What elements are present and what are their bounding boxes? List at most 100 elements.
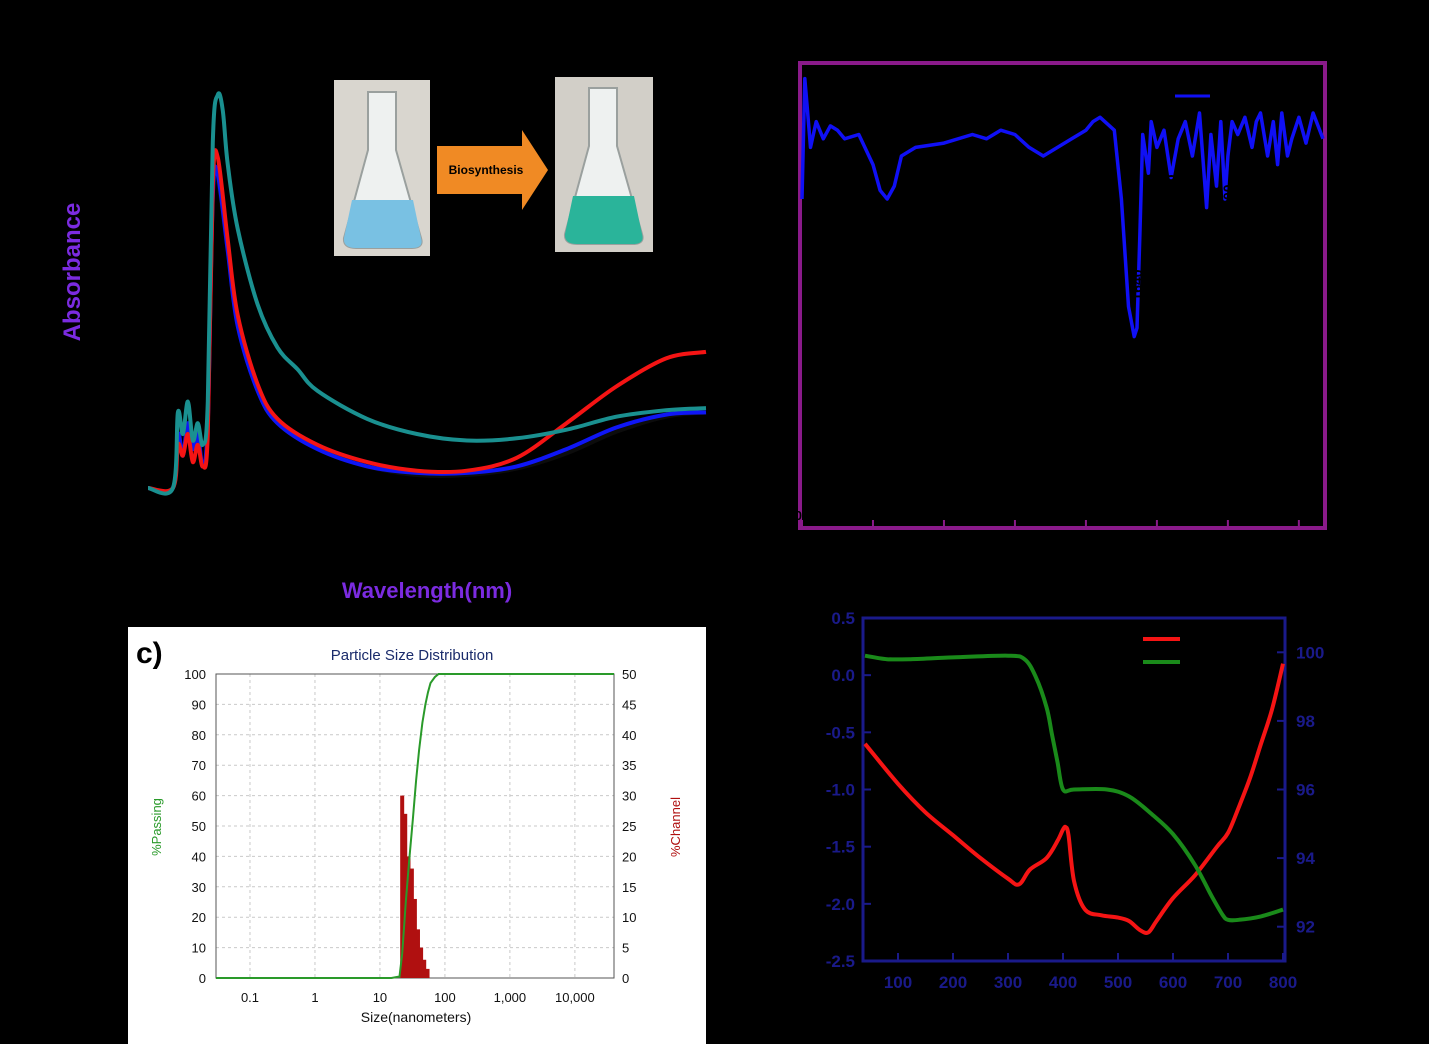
psd-channel-bar bbox=[406, 856, 411, 978]
psd-xtick-label: 100 bbox=[434, 990, 456, 1005]
psd-xtick-label: 1,000 bbox=[494, 990, 527, 1005]
thermal-ytick-left-label: -1.5 bbox=[826, 838, 855, 857]
psd-ytick-left-label: 30 bbox=[192, 880, 206, 895]
thermal-xtick-label: 500 bbox=[1104, 973, 1132, 992]
thermal-ytick-left-label: -2.0 bbox=[826, 895, 855, 914]
psd-panel-label: c) bbox=[136, 637, 163, 670]
thermal-tick-labels: -2.5 -2.0 -1.5 -1.0 -0.5 0.0 0.5 92 94 96 98 100 100… bbox=[826, 609, 1325, 992]
ftir-xtick-label: 1500 bbox=[1142, 508, 1171, 523]
psd-ylabel-left: %Passing bbox=[149, 798, 164, 856]
psd-xlabel: Size(nanometers) bbox=[361, 1009, 472, 1025]
ftir-peak-label: 720 bbox=[1260, 363, 1276, 387]
uvvis-xtick-label: 500 bbox=[395, 526, 438, 556]
psd-chart: c) Particle Size Distribution 0 10 20 30 40 5… bbox=[128, 627, 706, 1044]
thermal-ytick-right-label: 98 bbox=[1296, 712, 1315, 731]
ftir-xtick-label: 4000 bbox=[788, 508, 817, 523]
psd-channel-bar bbox=[409, 868, 414, 978]
thermal-legend-tga: TGA bbox=[1185, 655, 1219, 672]
psd-channel-bar bbox=[419, 947, 424, 978]
psd-ylabel-right: %Channel bbox=[668, 797, 683, 857]
psd-ytick-right-label: 5 bbox=[622, 941, 629, 956]
biosynthesis-label: Biosynthesis bbox=[449, 163, 524, 177]
uvvis-ytick-label: 0.0 bbox=[107, 478, 132, 498]
ftir-legend-cuo: CuO NP bbox=[1216, 70, 1261, 84]
uvvis-series-d-label: d bbox=[689, 373, 705, 404]
uvvis-series-c-label: c bbox=[690, 325, 704, 356]
psd-ytick-left-label: 10 bbox=[192, 941, 206, 956]
biosynthesis-arrow bbox=[437, 130, 548, 210]
psd-channel-bars bbox=[400, 795, 430, 978]
psd-ytick-right-label: 35 bbox=[622, 758, 636, 773]
uvvis-ytick-label: 0.5 bbox=[107, 370, 132, 390]
ftir-xtick-label: 3500 bbox=[859, 508, 888, 523]
psd-ytick-right-label: 15 bbox=[622, 880, 636, 895]
thermal-xtick-label: 100 bbox=[884, 973, 912, 992]
psd-title: Particle Size Distribution bbox=[331, 647, 494, 664]
ftir-peak-label: 1640 bbox=[1129, 269, 1145, 300]
ftir-ylabel: Transmitance (%) bbox=[770, 215, 789, 356]
thermal-xtick-label: 200 bbox=[939, 973, 967, 992]
thermal-legend: DTA TGA bbox=[1143, 632, 1219, 672]
uvvis-xtick-label: 300 bbox=[196, 526, 239, 556]
ftir-legend-gocuo: GO CuO NPs bbox=[1216, 89, 1290, 103]
thermal-chart: -2.5 -2.0 -1.5 -1.0 -0.5 0.0 0.5 92 94 96 98 100 100… bbox=[780, 609, 1362, 1037]
thermal-ytick-left-label: -0.5 bbox=[826, 723, 855, 742]
psd-channel-bar bbox=[403, 813, 408, 978]
ftir-xtick-label: 3000 bbox=[930, 508, 959, 523]
uvvis-series-d-line bbox=[147, 91, 707, 496]
psd-ytick-right-label: 40 bbox=[622, 728, 636, 743]
psd-ytick-left-label: 50 bbox=[192, 819, 206, 834]
ftir-xtick-label: 2500 bbox=[1000, 508, 1029, 523]
psd-channel-bar bbox=[425, 968, 430, 978]
ftir-chart: 4000 3500 3000 2500 2000 1500 1000 500 3400 1640… bbox=[770, 61, 1327, 580]
thermal-ylabel-left: Temperature difference 0C bbox=[780, 690, 804, 890]
ftir-series-line bbox=[800, 76, 1325, 339]
ftir-xlabel: Wavenumber (cm-1) bbox=[983, 557, 1140, 580]
thermal-ytick-right-label: 100 bbox=[1296, 643, 1324, 662]
psd-ytick-right-label: 0 bbox=[622, 971, 629, 986]
flask-after-liquid bbox=[564, 196, 643, 244]
thermal-ytick-right-label: 92 bbox=[1296, 918, 1315, 937]
thermal-xtick-label: 700 bbox=[1214, 973, 1242, 992]
ftir-peak-label: 530 bbox=[1282, 388, 1298, 412]
flask-before-liquid bbox=[343, 200, 422, 248]
psd-passing-line bbox=[216, 673, 614, 979]
uvvis-ytick-label: 2.0 bbox=[107, 46, 132, 66]
uvvis-series-c-line bbox=[147, 148, 707, 494]
thermal-xtick-label: 300 bbox=[994, 973, 1022, 992]
thermal-xtick-label: 400 bbox=[1049, 973, 1077, 992]
psd-ytick-left-label: 70 bbox=[192, 758, 206, 773]
thermal-xtick-label: 800 bbox=[1269, 973, 1297, 992]
psd-ytick-left-label: 90 bbox=[192, 697, 206, 712]
uvvis-series-b-label: b bbox=[689, 419, 705, 450]
ftir-peak-label: 550 bbox=[1282, 178, 1298, 202]
thermal-ytick-right-label: 94 bbox=[1296, 849, 1315, 868]
uvvis-xtick-label: 400 bbox=[296, 526, 339, 556]
psd-ytick-left-label: 100 bbox=[184, 667, 206, 682]
ftir-peak-labels: 3400164014001150105010008006205503400140… bbox=[879, 163, 1298, 510]
thermal-ytick-left-label: -1.0 bbox=[826, 781, 855, 800]
psd-ytick-right-label: 50 bbox=[622, 667, 636, 682]
thermal-series bbox=[863, 653, 1285, 935]
thermal-xlabel: Temperature 0C bbox=[1019, 1012, 1145, 1037]
thermal-ylabel-right: Weight Loss % bbox=[1345, 733, 1362, 847]
psd-ytick-right-label: 30 bbox=[622, 789, 636, 804]
uvvis-xlabel: Wavelength(nm) bbox=[342, 578, 512, 603]
psd-ytick-right-label: 10 bbox=[622, 910, 636, 925]
psd-xtick-label: 1 bbox=[311, 990, 318, 1005]
thermal-xtick-label: 600 bbox=[1159, 973, 1187, 992]
uvvis-ylabel: Absorbance bbox=[59, 203, 86, 342]
biosynthesis-inset: Biosynthesis bbox=[334, 77, 653, 256]
psd-channel-bar bbox=[422, 959, 427, 978]
ftir-peak-label: 3400 bbox=[879, 204, 895, 235]
psd-ytick-left-label: 80 bbox=[192, 728, 206, 743]
ftir-peak-label: 620 bbox=[1271, 183, 1287, 207]
ftir-series bbox=[800, 76, 1325, 339]
uvvis-ytick-label: 1.5 bbox=[107, 154, 132, 174]
psd-background bbox=[128, 627, 706, 1044]
uvvis-tick-labels: 0.0 0.5 1.0 1.5 2.0 300 400 500 600 700 ab cd bbox=[107, 46, 705, 556]
psd-ytick-left-label: 20 bbox=[192, 910, 206, 925]
psd-ytick-left-label: 40 bbox=[192, 849, 206, 864]
ftir-peak-label: 3400 bbox=[879, 389, 895, 420]
ftir-legend: CuO NP GO CuO NPs bbox=[1175, 70, 1290, 103]
